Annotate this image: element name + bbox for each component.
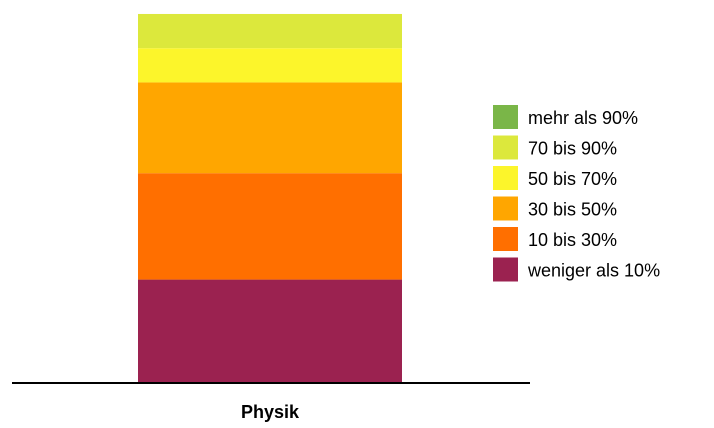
legend-label: mehr als 90% (528, 108, 638, 128)
legend-label: 70 bis 90% (528, 139, 617, 159)
legend-label: 30 bis 50% (528, 200, 617, 220)
legend-item: 10 bis 30% (493, 227, 617, 251)
legend-swatch (493, 166, 518, 190)
bar-segment-weniger-als-10 (138, 279, 402, 383)
bar-stack (138, 13, 402, 383)
legend-swatch (493, 135, 518, 160)
legend-item: 70 bis 90% (493, 135, 617, 160)
bar-segment-70-bis-90 (138, 13, 402, 49)
category-labels: Physik (241, 402, 300, 422)
bar-segment-10-bis-30 (138, 173, 402, 280)
legend-item: 30 bis 50% (493, 196, 617, 221)
legend: mehr als 90% 70 bis 90% 50 bis 70% 30 bis 5… (493, 105, 660, 282)
legend-swatch (493, 105, 518, 129)
legend-item: 50 bis 70% (493, 166, 617, 190)
legend-label: 10 bis 30% (528, 230, 617, 250)
bar-segment-30-bis-50 (138, 82, 402, 174)
legend-item: mehr als 90% (493, 105, 638, 129)
legend-item: weniger als 10% (493, 257, 660, 282)
legend-label: 50 bis 70% (528, 169, 617, 189)
legend-swatch (493, 196, 518, 221)
legend-label: weniger als 10% (527, 261, 660, 281)
category-label: Physik (241, 402, 300, 422)
bar-segment-50-bis-70 (138, 48, 402, 83)
legend-swatch (493, 227, 518, 251)
legend-swatch (493, 257, 518, 282)
